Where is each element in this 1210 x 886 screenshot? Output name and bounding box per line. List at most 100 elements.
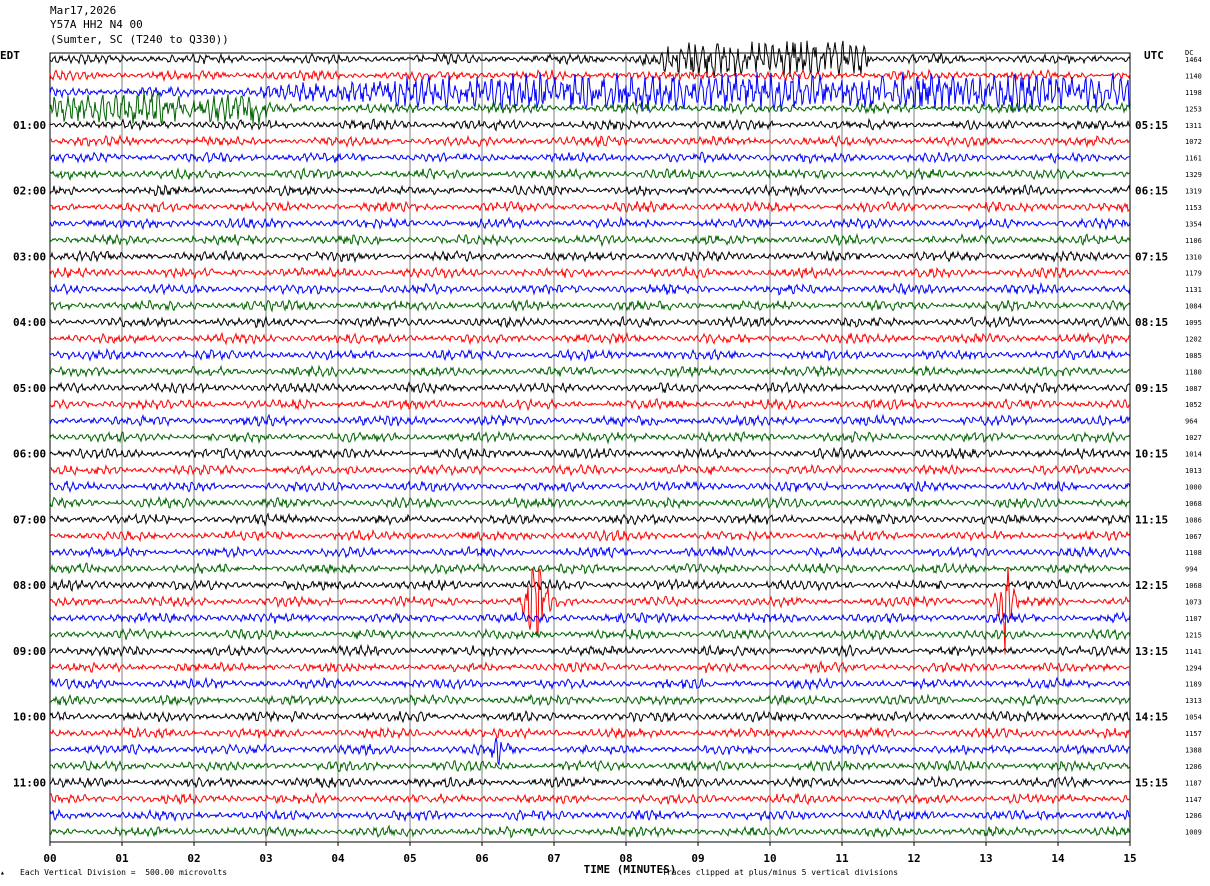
seismic-trace-43: [49, 737, 1131, 767]
dc-offset-value: 1388: [1185, 746, 1202, 754]
dc-offset-value: 1140: [1185, 72, 1202, 80]
left-hour-label: 10:00: [13, 711, 46, 724]
dc-offset-value: 1054: [1185, 714, 1202, 722]
x-tick-label: 12: [907, 852, 920, 865]
right-hour-label: 11:15: [1135, 513, 1168, 526]
left-hour-label: 09:00: [13, 645, 46, 658]
seismic-trace-16: [49, 299, 1131, 313]
right-timezone-label: UTC: [1144, 49, 1164, 62]
dc-offset-value: 1013: [1185, 467, 1202, 475]
seismic-trace-12: [49, 233, 1131, 248]
dc-offset-value: 1108: [1185, 549, 1202, 557]
dc-offset-value: 1027: [1185, 434, 1202, 442]
x-tick-label: 10: [763, 852, 776, 865]
dc-offset-value: 1313: [1185, 697, 1202, 705]
dc-offset-value: 1141: [1185, 648, 1202, 656]
left-hour-label: 06:00: [13, 448, 46, 461]
x-tick-label: 15: [1123, 852, 1136, 865]
x-tick-label: 03: [259, 852, 272, 865]
seismic-trace-18: [49, 331, 1131, 346]
seismic-trace-30: [49, 528, 1131, 543]
dc-offset-value: 1147: [1185, 796, 1202, 804]
seismic-trace-24: [49, 430, 1131, 445]
seismic-trace-22: [49, 397, 1131, 412]
dc-offset-value: 1087: [1185, 385, 1202, 393]
dc-offset-value: 1180: [1185, 368, 1202, 376]
right-hour-label: 14:15: [1135, 711, 1168, 724]
dc-offset-value: 1068: [1185, 500, 1202, 508]
dc-offset-value: 994: [1185, 566, 1198, 574]
footer-scale-marker: ▴: [0, 868, 5, 877]
dc-offset-value: 1086: [1185, 516, 1202, 524]
seismic-trace-11: [49, 215, 1131, 231]
dc-offset-value: 964: [1185, 418, 1198, 426]
right-hour-label: 05:15: [1135, 119, 1168, 132]
seismic-trace-33: [49, 578, 1131, 593]
right-hour-label: 13:15: [1135, 645, 1168, 658]
x-tick-label: 05: [403, 852, 416, 865]
dc-offset-value: 1179: [1185, 270, 1202, 278]
dc-offset-value: 1067: [1185, 533, 1202, 541]
seismic-trace-6: [49, 134, 1131, 148]
left-hour-label: 01:00: [13, 119, 46, 132]
right-hour-label: 08:15: [1135, 316, 1168, 329]
dc-offset-value: 1000: [1185, 483, 1202, 491]
dc-offset-value: 1157: [1185, 730, 1202, 738]
seismic-trace-39: [49, 676, 1131, 691]
seismic-trace-29: [49, 512, 1131, 527]
dc-offset-value: 1198: [1185, 89, 1202, 97]
x-axis-label: TIME (MINUTES): [584, 863, 677, 876]
dc-offset-value: 1206: [1185, 763, 1202, 771]
seismic-trace-45: [49, 775, 1131, 789]
dc-offset-value: 1014: [1185, 451, 1202, 459]
seismic-trace-14: [49, 265, 1131, 280]
dc-offset-value: 1107: [1185, 615, 1202, 623]
plot-frame: [49, 52, 1131, 843]
dc-offset-value: 1187: [1185, 779, 1202, 787]
x-tick-label: 14: [1051, 852, 1065, 865]
dc-offset-value: 1206: [1185, 812, 1202, 820]
seismic-trace-8: [49, 167, 1131, 182]
dc-offset-value: 1464: [1185, 56, 1202, 64]
dc-offset-value: 1085: [1185, 352, 1202, 360]
seismic-trace-5: [49, 117, 1131, 132]
right-hour-label: 10:15: [1135, 448, 1168, 461]
x-tick-label: 00: [43, 852, 56, 865]
x-tick-label: 08: [619, 852, 632, 865]
seismic-trace-37: [49, 643, 1131, 658]
x-tick-label: 11: [835, 852, 849, 865]
left-hour-label: 03:00: [13, 250, 46, 263]
left-hour-label: 04:00: [13, 316, 46, 329]
x-tick-label: 13: [979, 852, 992, 865]
x-tick-label: 06: [475, 852, 489, 865]
seismic-trace-20: [49, 364, 1131, 379]
x-tick-label: 09: [691, 852, 704, 865]
seismic-trace-13: [49, 249, 1131, 264]
left-hour-label: 02:00: [13, 185, 46, 198]
seismic-trace-47: [49, 808, 1131, 823]
seismic-trace-35: [49, 610, 1131, 626]
seismic-trace-46: [49, 791, 1131, 806]
seismic-trace-38: [49, 660, 1131, 675]
x-tick-label: 02: [187, 852, 200, 865]
seismic-trace-27: [49, 480, 1131, 494]
seismic-trace-3: [49, 71, 1131, 112]
seismic-trace-10: [49, 200, 1131, 214]
seismic-trace-42: [49, 726, 1131, 740]
seismic-trace-9: [49, 183, 1131, 198]
seismic-trace-28: [49, 495, 1131, 510]
dc-offset-value: 1294: [1185, 664, 1202, 672]
seismic-trace-44: [49, 759, 1131, 773]
dc-offset-header: DC: [1185, 49, 1194, 57]
dc-offset-value: 1215: [1185, 631, 1202, 639]
dc-offset-value: 1052: [1185, 401, 1202, 409]
seismic-trace-2: [49, 68, 1131, 83]
left-timezone-label: EDT: [0, 49, 20, 62]
dc-offset-value: 1311: [1185, 122, 1202, 130]
x-tick-label: 01: [115, 852, 129, 865]
seismic-trace-23: [49, 413, 1131, 428]
dc-offset-value: 1253: [1185, 105, 1202, 113]
seismic-trace-15: [49, 281, 1131, 296]
seismic-trace-21: [49, 381, 1131, 395]
